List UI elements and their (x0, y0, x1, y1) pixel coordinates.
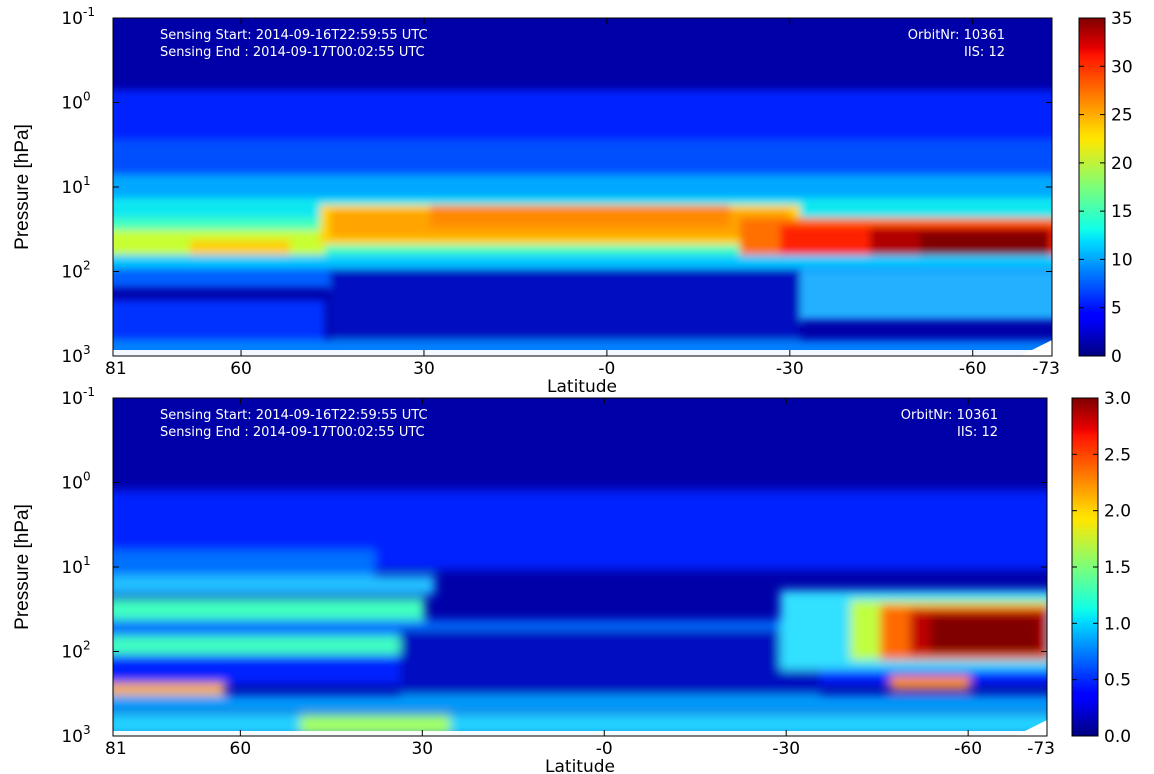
colorbar-1 (1078, 17, 1106, 357)
colorbar-tick-label: 0 (1111, 347, 1122, 367)
colorbar-tick-label: 2.5 (1104, 445, 1131, 465)
y-tick-exponent: 2 (83, 639, 91, 653)
y-tick-label: 10 (61, 9, 83, 29)
orbit-number-2: OrbitNr: 10361 (901, 408, 998, 423)
y-tick-exponent: 3 (83, 343, 91, 357)
colorbar-tick-label: 30 (1111, 57, 1133, 77)
iis-2: IIS: 12 (957, 425, 998, 440)
x-tick-label: -73 (1032, 359, 1060, 379)
colorbar-tick-label: 35 (1111, 9, 1133, 29)
colorbar-ticks-1: 0 5 10 15 20 25 30 35 (1079, 9, 1133, 367)
y-tick-exponent: 1 (83, 174, 91, 188)
y-tick-exponent: 3 (83, 723, 91, 737)
x-axis-label-2: Latitude (545, 757, 615, 774)
colorbar-tick-label: 25 (1111, 106, 1133, 126)
colorbar-tick-label: 0.5 (1104, 671, 1131, 691)
y-axis-label-1: Pressure [hPa] (12, 124, 33, 250)
y-tick-label: 10 (61, 558, 83, 578)
x-tick-label: -0 (596, 739, 613, 759)
x-tick-label: 60 (230, 359, 252, 379)
y-axis-label-2: Pressure [hPa] (12, 504, 33, 630)
x-tick-label: -60 (959, 359, 987, 379)
x-tick-label: 30 (411, 739, 433, 759)
sensing-start-1: Sensing Start: 2014-09-16T22:59:55 UTC (160, 28, 428, 43)
x-tick-label: -60 (954, 739, 982, 759)
y-tick-label: 10 (61, 347, 83, 367)
sensing-start-2: Sensing Start: 2014-09-16T22:59:55 UTC (160, 408, 428, 423)
x-tick-label: 60 (230, 739, 252, 759)
sensing-end-1: Sensing End : 2014-09-17T00:02:55 UTC (160, 45, 425, 60)
colorbar-tick-label: 0.0 (1104, 727, 1131, 747)
heatmap-1 (113, 18, 1052, 356)
y-tick-label: 10 (61, 389, 83, 409)
x-axis-label-1: Latitude (547, 377, 617, 397)
x-ticks-1: 81 60 30 -0 -30 -60 -73 (105, 18, 1060, 379)
y-tick-label: 10 (61, 643, 83, 663)
orbit-number-1: OrbitNr: 10361 (908, 28, 1005, 43)
sensing-end-2: Sensing End : 2014-09-17T00:02:55 UTC (160, 425, 425, 440)
plot-2: Sensing Start: 2014-09-16T22:59:55 UTC S… (12, 385, 1131, 774)
x-tick-label: 81 (105, 739, 127, 759)
colorbar-ticks-2: 0.0 0.5 1.0 1.5 2.0 2.5 3.0 (1072, 389, 1131, 747)
x-ticks-2: 81 60 30 -0 -30 -60 -73 (105, 398, 1055, 759)
colorbar-tick-label: 2.0 (1104, 502, 1131, 522)
y-tick-label: 10 (61, 474, 83, 494)
y-tick-label: 10 (61, 727, 83, 747)
x-tick-label: -30 (772, 739, 800, 759)
x-tick-label: 81 (105, 359, 127, 379)
y-tick-exponent: -1 (83, 385, 95, 399)
colorbar-tick-label: 1.0 (1104, 614, 1131, 634)
iis-1: IIS: 12 (964, 45, 1005, 60)
y-tick-label: 10 (61, 263, 83, 283)
colorbar-tick-label: 15 (1111, 202, 1133, 222)
y-tick-exponent: 0 (83, 90, 91, 104)
y-tick-label: 10 (61, 178, 83, 198)
plot-1: Sensing Start: 2014-09-16T22:59:55 UTC S… (12, 5, 1133, 397)
y-tick-label: 10 (61, 94, 83, 114)
y-tick-exponent: 2 (83, 259, 91, 273)
x-tick-label: -73 (1027, 739, 1055, 759)
colorbar-tick-label: 1.5 (1104, 558, 1131, 578)
heatmap-2 (113, 398, 1047, 736)
colorbar-tick-label: 10 (1111, 250, 1133, 270)
y-tick-exponent: 0 (83, 470, 91, 484)
y-tick-exponent: 1 (83, 554, 91, 568)
x-tick-label: -30 (776, 359, 804, 379)
colorbar-tick-label: 5 (1111, 299, 1122, 319)
x-tick-label: 30 (413, 359, 435, 379)
colorbar-tick-label: 20 (1111, 154, 1133, 174)
colorbar-tick-label: 3.0 (1104, 389, 1131, 409)
x-tick-label: -0 (598, 359, 615, 379)
y-tick-exponent: -1 (83, 5, 95, 19)
